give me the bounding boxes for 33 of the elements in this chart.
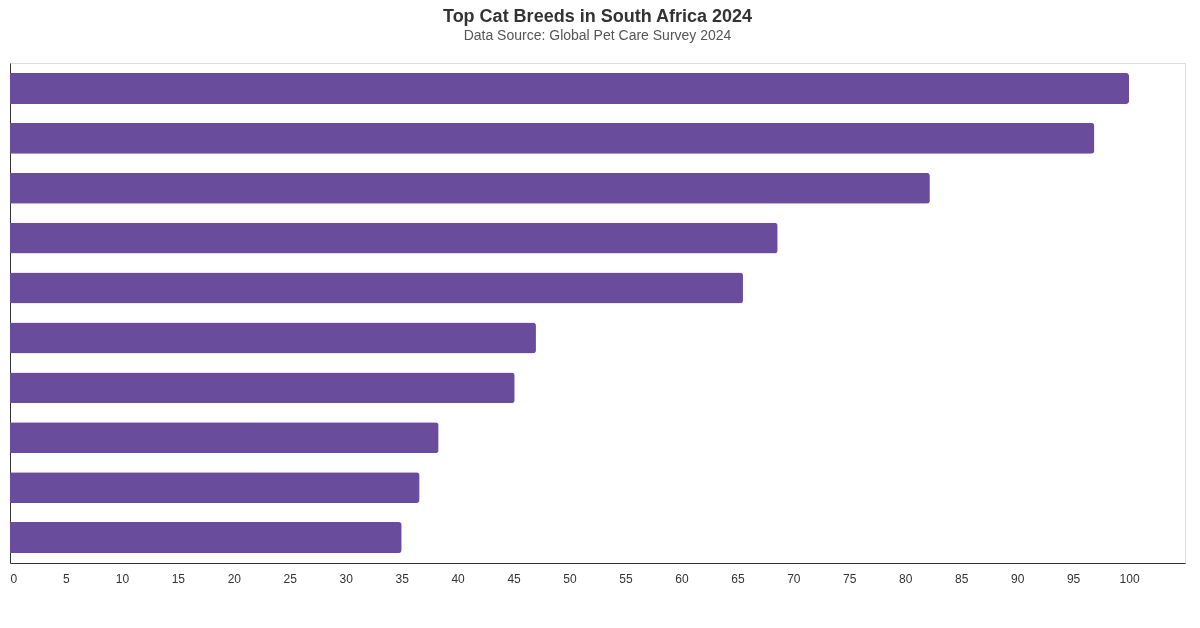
x-tick-label: 40 xyxy=(451,571,466,586)
bar xyxy=(10,222,778,254)
x-tick-label: 55 xyxy=(619,571,633,586)
bar xyxy=(10,372,515,404)
bar xyxy=(10,272,743,304)
x-tick-label: 100 xyxy=(1119,571,1140,586)
x-tick-label: 90 xyxy=(1010,571,1025,586)
x-tick-label: 0 xyxy=(10,571,18,586)
x-tick-label: 20 xyxy=(227,571,242,586)
x-tick-label: 95 xyxy=(1066,571,1081,586)
x-tick-label: 80 xyxy=(899,571,913,586)
bar xyxy=(10,322,536,354)
bar xyxy=(10,522,402,554)
bar xyxy=(10,422,439,454)
x-tick-label: 35 xyxy=(395,571,410,586)
x-tick-label: 25 xyxy=(283,571,298,586)
x-tick-label: 15 xyxy=(171,571,186,586)
chart-title: Top Cat Breeds in South Africa 2024 xyxy=(442,6,753,26)
bar xyxy=(10,72,1130,104)
bar xyxy=(10,172,930,204)
x-tick-label: 45 xyxy=(507,571,522,586)
x-tick-label: 75 xyxy=(843,571,857,586)
bar xyxy=(10,472,420,504)
x-tick-label: 5 xyxy=(63,571,71,586)
x-tick-label: 30 xyxy=(339,571,354,586)
x-tick-label: 85 xyxy=(955,571,969,586)
x-tick-label: 65 xyxy=(731,571,745,586)
x-tick-label: 50 xyxy=(563,571,578,586)
x-tick-label: 10 xyxy=(115,571,130,586)
x-tick-label: 70 xyxy=(787,571,801,586)
chart-subtitle: Data Source: Global Pet Care Survey 2024 xyxy=(463,27,732,43)
bar xyxy=(10,122,1095,154)
x-tick-label: 60 xyxy=(675,571,689,586)
